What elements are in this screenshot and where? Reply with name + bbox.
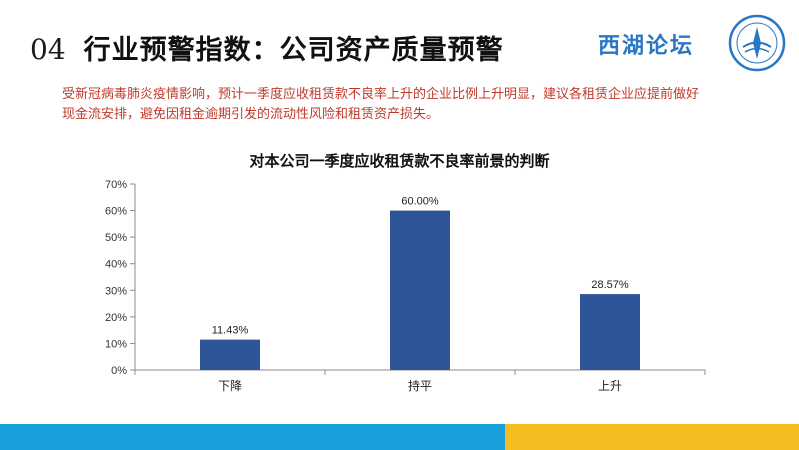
section-number: 04: [30, 33, 66, 66]
y-tick-label: 50%: [105, 232, 127, 244]
x-category-label: 下降: [218, 379, 242, 393]
brand-name: 西湖论坛: [598, 33, 695, 59]
y-tick-label: 10%: [105, 338, 127, 350]
forum-logo-icon: [728, 14, 786, 72]
footer-stripe-yellow: [505, 424, 799, 450]
x-category-label: 持平: [408, 378, 432, 393]
bar-value-label: 11.43%: [212, 325, 249, 337]
bar-3: [580, 294, 640, 370]
y-tick-label: 20%: [105, 312, 127, 324]
y-tick-label: 40%: [105, 259, 127, 271]
y-tick-label: 30%: [105, 285, 127, 297]
y-tick-label: 60%: [105, 206, 127, 218]
x-category-label: 上升: [598, 379, 622, 393]
description-text: 受新冠病毒肺炎疫情影响，预计一季度应收租赁款不良率上升的企业比例上升明显，建议各…: [62, 87, 700, 122]
bar-2: [390, 210, 450, 370]
title-row: 04 行业预警指数：公司资产质量预警: [30, 28, 504, 67]
y-tick-label: 70%: [105, 179, 127, 191]
bar-value-label: 60.00%: [401, 196, 439, 208]
page-title: 行业预警指数：公司资产质量预警: [83, 35, 504, 66]
bar-1: [200, 339, 260, 370]
footer-stripe-blue: [0, 424, 505, 450]
y-tick-label: 0%: [111, 365, 127, 377]
chart-title: 对本公司一季度应收租赁款不良率前景的判断: [249, 152, 550, 170]
bar-value-label: 28.57%: [591, 279, 629, 291]
bar-chart: 0% 10% 20% 30% 40% 50% 60% 70% 11.43% 下降 60.00% 持平 2…: [105, 179, 706, 393]
